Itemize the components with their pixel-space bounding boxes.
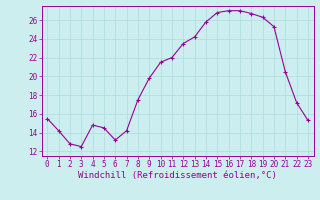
X-axis label: Windchill (Refroidissement éolien,°C): Windchill (Refroidissement éolien,°C) <box>78 171 277 180</box>
